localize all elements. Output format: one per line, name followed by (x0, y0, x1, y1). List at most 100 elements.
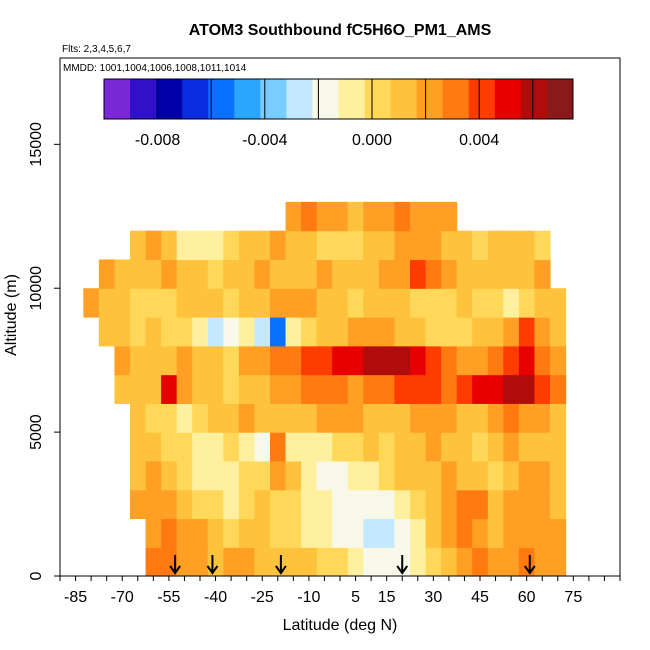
heatmap-cell (456, 489, 473, 520)
heatmap-cell (425, 345, 442, 376)
heatmap-cell (192, 288, 209, 318)
heatmap-cell (332, 432, 349, 462)
heatmap-cell (394, 460, 411, 491)
heatmap-cell (176, 317, 193, 347)
x-tick-label: -55 (157, 589, 180, 606)
heatmap-cell (301, 432, 318, 462)
heatmap-cell (472, 230, 489, 261)
heatmap-cell (410, 489, 427, 520)
heatmap-cell (285, 547, 302, 577)
heatmap-cell (145, 489, 162, 520)
colorbar-swatch (156, 79, 183, 119)
heatmap-cell (161, 489, 178, 520)
heatmap-cell (550, 432, 567, 462)
heatmap-cell (332, 403, 349, 433)
heatmap-cell (472, 288, 489, 318)
heatmap-cell (534, 547, 551, 577)
heatmap-cell (254, 518, 271, 548)
heatmap-cell (394, 489, 411, 520)
heatmap-cell (207, 374, 224, 404)
heatmap-cell (425, 460, 442, 491)
heatmap-cell (270, 547, 287, 577)
sounding-arrow-head (523, 565, 536, 575)
heatmap-cell (441, 317, 458, 347)
heatmap-cell (223, 374, 240, 404)
colorbar-swatch (364, 79, 392, 119)
heatmap-cell (378, 288, 396, 318)
heatmap-cell (503, 259, 520, 289)
colorbar-swatch (104, 79, 131, 119)
heatmap-cell (472, 317, 489, 347)
heatmap-cell (425, 547, 442, 577)
heatmap-cell (441, 259, 458, 289)
heatmap-cell (347, 259, 364, 289)
heatmap-cell (316, 230, 333, 261)
heatmap-cell (238, 518, 256, 548)
heatmap-cell (456, 432, 473, 462)
heatmap-cell (285, 259, 302, 289)
heatmap-cell (332, 317, 349, 347)
heatmap-cell (503, 518, 520, 548)
y-tick-label: 15000 (28, 122, 45, 167)
heatmap-cell (347, 489, 364, 520)
heatmap-cell (145, 230, 162, 261)
heatmap-cell (285, 518, 302, 548)
heatmap-cell (441, 403, 458, 433)
heatmap-cell (425, 489, 442, 520)
sounding-arrow-head (396, 565, 409, 575)
heatmap-cell (301, 374, 318, 404)
heatmap-cell (332, 460, 349, 491)
heatmap-cell (114, 345, 131, 376)
heatmap-cell (347, 345, 364, 376)
heatmap-cell (550, 518, 567, 548)
heatmap-cell (394, 317, 411, 347)
heatmap-cell (270, 317, 287, 347)
heatmap-cell (223, 518, 240, 548)
colorbar-swatch (494, 79, 522, 119)
heatmap-cell (347, 518, 364, 548)
heatmap-cell (130, 288, 147, 318)
heatmap-cell (192, 345, 209, 376)
heatmap-cell (487, 547, 504, 577)
colorbar-tick-label: -0.004 (242, 132, 287, 149)
heatmap-cell (347, 288, 364, 318)
heatmap-cell (270, 432, 287, 462)
heatmap-cell (192, 432, 209, 462)
heatmap-cell (130, 489, 147, 520)
heatmap-cell (223, 345, 240, 376)
heatmap-cell (130, 460, 147, 491)
colorbar-swatch (234, 79, 261, 119)
heatmap-cell (441, 547, 458, 577)
heatmap-cell (207, 288, 224, 318)
heatmap-cell (363, 317, 380, 347)
heatmap-cell (378, 230, 396, 261)
heatmap-cell (192, 518, 209, 548)
heatmap-cell (472, 432, 489, 462)
heatmap-cell (301, 201, 318, 232)
y-axis-ticks: 0 5000 10000 15000 (28, 122, 60, 580)
heatmap-cell (316, 403, 333, 433)
heatmap-cell (285, 317, 302, 347)
x-tick-label: 75 (564, 589, 582, 606)
heatmap-cell (456, 288, 473, 318)
heatmap-cell (347, 230, 364, 261)
heatmap-cell (472, 345, 489, 376)
heatmap-cell (363, 201, 380, 232)
heatmap-cell (503, 317, 520, 347)
heatmap-cell (316, 259, 333, 289)
plot-frame (59, 57, 621, 577)
heatmap-cell (301, 547, 318, 577)
heatmap-cell (254, 230, 271, 261)
heatmap-cell (550, 345, 567, 376)
heatmap-cell (130, 259, 147, 289)
heatmap-cell (223, 432, 240, 462)
heatmap-cell (161, 317, 178, 347)
heatmap-cell (316, 345, 333, 376)
heatmap-cell (363, 230, 380, 261)
heatmap-cell (503, 374, 520, 404)
heatmap-cell (192, 230, 209, 261)
heatmap-cell (487, 230, 504, 261)
heatmap-cell (441, 489, 458, 520)
heatmap-cell (316, 547, 333, 577)
heatmap-cell (114, 288, 131, 318)
